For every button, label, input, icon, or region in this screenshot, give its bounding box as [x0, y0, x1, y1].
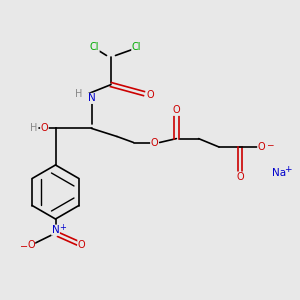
Text: −: − — [266, 141, 273, 150]
Text: H: H — [30, 123, 37, 134]
Text: +: + — [59, 223, 65, 232]
Text: O: O — [258, 142, 266, 152]
Text: O: O — [78, 240, 86, 250]
Text: H: H — [75, 88, 82, 99]
Text: Cl: Cl — [90, 41, 99, 52]
Text: Cl: Cl — [132, 41, 141, 52]
Text: N: N — [88, 93, 95, 103]
Text: O: O — [40, 123, 48, 134]
Text: N: N — [52, 225, 59, 235]
Text: O: O — [27, 239, 35, 250]
Text: Na: Na — [272, 167, 286, 178]
Text: +: + — [284, 165, 292, 174]
Text: O: O — [151, 137, 158, 148]
Text: O: O — [236, 172, 244, 182]
Text: −: − — [20, 242, 28, 252]
Text: O: O — [172, 105, 180, 116]
Text: O: O — [146, 90, 154, 100]
